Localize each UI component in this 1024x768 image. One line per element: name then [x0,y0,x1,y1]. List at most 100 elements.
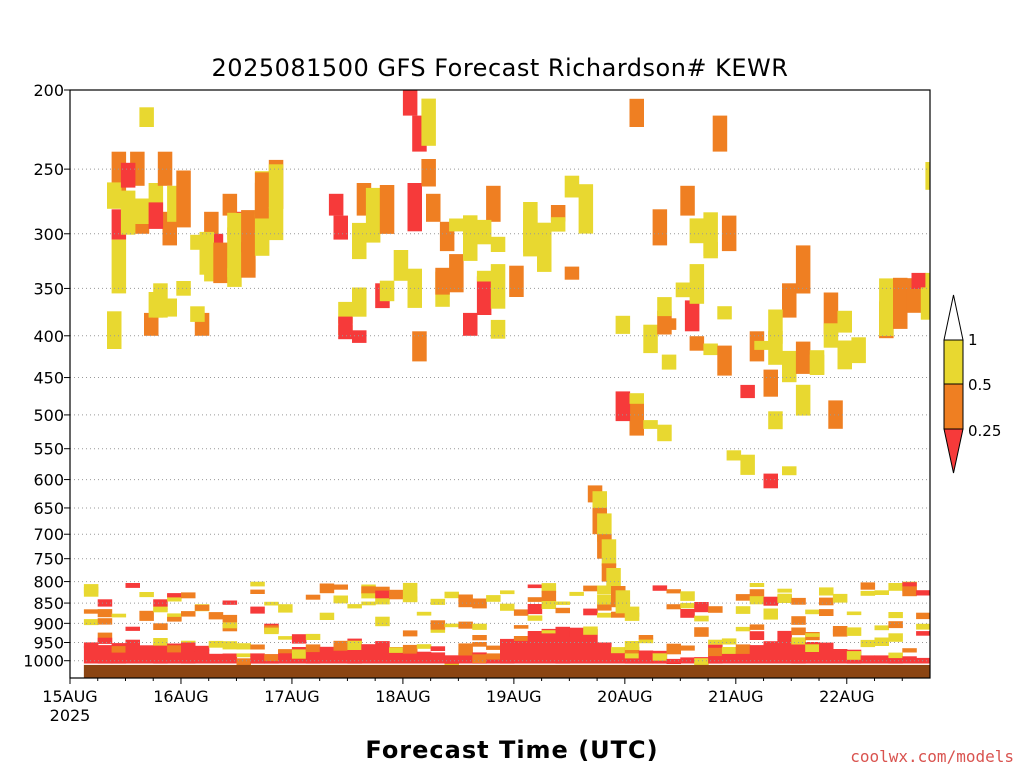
ri-cell [513,609,529,616]
ri-cell [624,641,640,650]
ri-cell [97,609,113,618]
ri-cell [795,384,811,416]
ri-cell [564,266,580,280]
ri-cell [236,658,251,666]
ri-cell [851,337,866,364]
ri-cell [144,312,159,336]
ri-cell [888,612,903,619]
ri-cell [920,287,930,320]
ri-cell [782,466,797,476]
ri-cell [675,282,691,298]
ri-cell [902,582,917,587]
ri-cell [333,642,348,651]
ri-cell [879,278,894,301]
ri-cell [278,649,293,654]
ri-cell [181,647,196,664]
ri-cell [652,209,668,246]
ri-cell [513,636,529,641]
ri-cell [791,616,806,625]
ri-cell [666,646,681,655]
ri-cell [791,627,806,636]
ri-cell [893,277,908,321]
ri-cell [365,187,381,243]
ri-cell [148,202,164,229]
ri-cell [486,653,501,660]
ri-cell [352,222,367,260]
ri-cell [749,595,765,605]
ri-cell [749,589,765,597]
ri-cell [241,242,256,278]
ri-cell [777,599,792,603]
ri-cell [107,182,122,209]
ri-cell [194,649,210,664]
ri-cell [500,590,515,595]
ri-cell [527,597,543,602]
ri-cell [652,585,668,591]
ri-cell [83,587,99,597]
ri-cell [250,606,265,614]
ri-cell [652,653,668,661]
ri-cell [624,646,640,654]
y-tick-label: 350 [33,279,64,298]
ri-cell [805,644,820,652]
ri-cell [236,644,251,650]
ri-cell [527,631,543,664]
ri-cell [421,98,436,146]
ri-cell [319,646,335,664]
ri-cell [430,598,446,605]
ri-cell [708,606,723,613]
ri-cell [222,641,238,650]
ri-cell [393,250,409,281]
ri-cell [555,626,570,664]
ri-cell [199,239,214,261]
ri-cell [153,623,168,630]
ri-cell [569,630,584,664]
ri-cell [222,600,238,605]
ri-cell [527,584,543,589]
y-tick-label: 400 [33,327,64,346]
ri-cell [153,638,168,646]
ri-cell [916,612,930,620]
x-tick-label: 22AUG [819,687,874,706]
ri-cell [680,645,695,651]
ri-cell [97,599,113,607]
ri-cell [763,596,778,606]
ri-cell [643,324,658,354]
ri-cell [222,614,238,623]
ri-cell [333,584,348,590]
ri-cell [338,316,353,340]
y-tick-label: 800 [33,573,64,592]
ri-cell [328,193,344,216]
ri-cell [916,657,930,664]
ri-cell [527,615,543,621]
ri-cell [763,473,778,489]
ri-cell [97,632,113,643]
ri-cell [268,207,284,241]
ri-cell [819,642,834,664]
y-tick-label: 500 [33,406,64,425]
ri-cell [860,590,876,596]
ri-cell [176,281,191,296]
ri-cell [735,626,751,632]
chart-title: 2025081500 GFS Forecast Richardson# KEWR [212,54,789,82]
ri-cell [490,236,506,252]
ri-cell [680,591,695,601]
ri-cell [486,645,501,650]
ri-cell [213,242,228,284]
ri-cell [463,312,478,336]
ri-cell [458,643,473,651]
ri-cell [379,280,395,302]
ri-cell [402,582,418,593]
y-tick-label: 450 [33,369,64,388]
ri-cell [666,659,681,664]
ri-cell [472,654,487,664]
x-tick-label: 18AUG [375,687,430,706]
ri-cell [458,652,473,664]
ri-cell [888,583,903,591]
ri-cell [319,612,335,620]
ri-cell [643,420,658,429]
ri-cell [717,345,732,376]
ri-cell [449,218,464,232]
ri-cell [463,215,478,261]
ri-cell [120,190,136,235]
